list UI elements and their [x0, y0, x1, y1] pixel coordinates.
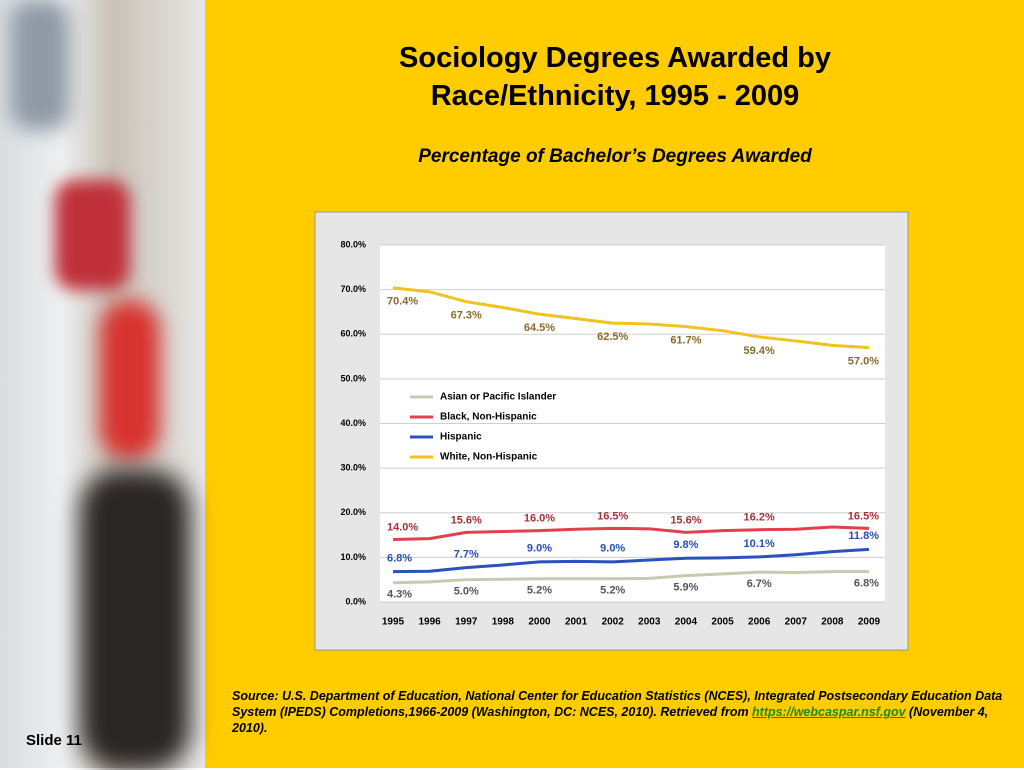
data-label: 11.8%	[848, 530, 879, 542]
data-label: 6.8%	[854, 578, 879, 590]
x-tick-label: 1997	[455, 617, 478, 628]
x-tick-label: 2001	[565, 617, 588, 628]
title-line: Race/Ethnicity, 1995 - 2009	[430, 80, 800, 112]
y-tick-label: 50.0%	[340, 373, 366, 383]
series-line	[392, 547, 870, 574]
data-label: 15.6%	[451, 514, 482, 526]
data-label: 16.5%	[597, 510, 628, 522]
data-label: 14.0%	[387, 521, 418, 533]
data-label: 5.9%	[673, 582, 698, 594]
title-line: Sociology Degrees Awarded by	[399, 42, 831, 74]
y-tick-label: 30.0%	[340, 463, 366, 473]
series-line	[392, 570, 869, 585]
x-tick-label: 2003	[638, 617, 661, 628]
data-label: 16.2%	[744, 512, 775, 524]
y-tick-label: 0.0%	[345, 596, 366, 606]
data-label: 16.5%	[848, 510, 879, 522]
legend-label: Asian or Pacific Islander	[440, 392, 556, 403]
data-label: 57.0%	[848, 356, 879, 368]
x-tick-label: 1998	[492, 617, 515, 628]
x-tick-label: 2008	[821, 617, 844, 628]
y-tick-label: 80.0%	[340, 239, 366, 249]
data-label: 10.1%	[744, 538, 775, 550]
data-label: 59.4%	[744, 345, 775, 357]
data-label: 6.7%	[747, 578, 772, 590]
y-tick-label: 10.0%	[340, 552, 366, 562]
y-tick-label: 70.0%	[340, 284, 366, 294]
y-tick-label: 60.0%	[340, 329, 366, 339]
source-link[interactable]: https://webcaspar.nsf.gov	[752, 705, 906, 719]
slide-number: Slide 11	[26, 732, 82, 749]
x-tick-label: 2002	[602, 617, 625, 628]
y-tick-label: 40.0%	[340, 418, 366, 428]
data-label: 67.3%	[451, 310, 482, 322]
data-label: 6.8%	[387, 553, 412, 565]
y-tick-label: 20.0%	[340, 507, 366, 517]
x-tick-label: 2009	[858, 617, 881, 628]
data-label: 16.0%	[524, 513, 555, 525]
data-label: 5.0%	[454, 586, 479, 598]
source-text: Source: U.S. Department of Education, Na…	[232, 689, 1003, 719]
legend-label: White, Non-Hispanic	[440, 452, 538, 463]
series-line	[392, 525, 870, 542]
legend-label: Hispanic	[440, 432, 482, 443]
data-label: 64.5%	[524, 322, 555, 334]
x-tick-label: 2006	[748, 617, 771, 628]
x-tick-label: 1995	[382, 617, 405, 628]
subtitle: Percentage of Bachelor’s Degrees Awarded	[418, 146, 812, 167]
data-label: 5.2%	[527, 585, 552, 597]
x-tick-label: 2000	[528, 617, 551, 628]
source-text: (November 4, 2010).	[232, 705, 989, 735]
x-tick-label: 2005	[711, 617, 734, 628]
data-label: 9.8%	[673, 539, 698, 551]
data-label: 7.7%	[454, 549, 479, 561]
source: Source: U.S. Department of Education, Na…	[232, 688, 1012, 736]
data-label: 61.7%	[670, 335, 701, 347]
legend-label: Black, Non-Hispanic	[440, 412, 537, 423]
photo	[0, 0, 205, 770]
data-label: 5.2%	[600, 585, 625, 597]
data-label: 70.4%	[387, 296, 418, 308]
x-tick-label: 2004	[675, 617, 698, 628]
data-label: 4.3%	[387, 589, 412, 601]
data-label: 9.0%	[527, 543, 552, 555]
data-label: 9.0%	[600, 543, 625, 555]
x-tick-label: 1996	[418, 617, 441, 628]
data-label: 62.5%	[597, 331, 628, 343]
x-tick-label: 2007	[785, 617, 808, 628]
data-label: 15.6%	[670, 514, 701, 526]
series-line	[392, 286, 870, 350]
